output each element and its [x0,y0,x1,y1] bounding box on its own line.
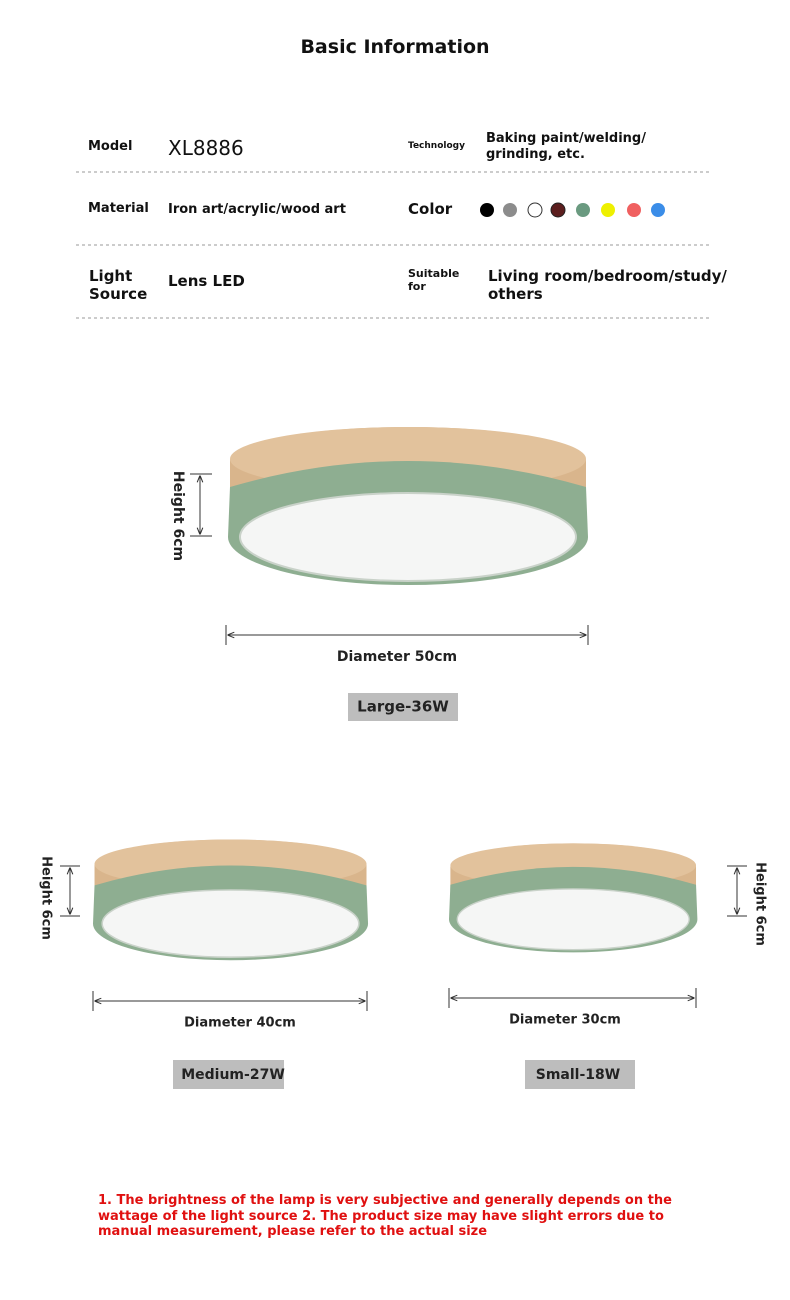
height-label: Height 6cm [39,856,54,940]
height-label: Height 6cm [753,862,768,946]
size-name: Large-36W [357,698,449,716]
size-badge [173,1060,284,1089]
diameter-label: Diameter 50cm [337,649,457,665]
size-name: Medium-27W [181,1067,285,1083]
spec-label: Model [88,139,133,154]
divider-lines [76,171,710,319]
spec-label: Color [408,200,453,218]
spec-value: XL8886 [168,136,244,160]
note: 1. The brightness of the lamp is very su… [98,1193,672,1240]
spec-value: Lens LED [168,272,245,290]
diameter-label: Diameter 40cm [184,1016,296,1031]
height-label: Height 6cm [170,471,186,561]
size-badge [348,693,458,721]
spec-label: Suitable for [408,267,460,294]
size-name: Small-18W [536,1067,620,1083]
lamp-medium [92,838,369,962]
spec-label: Technology [408,141,465,151]
lamp-small [448,842,699,954]
dimension-lines [60,473,747,1011]
color-swatches [480,202,665,218]
spec-label: Light Source [89,267,148,303]
lamp-large [227,426,589,586]
spec-value: Iron art/acrylic/wood art [168,202,346,217]
page-title: Basic Information [300,36,490,58]
diameter-label: Diameter 30cm [509,1013,621,1028]
spec-value: Living room/bedroom/study/ others [488,267,727,303]
spec-label: Material [88,201,149,216]
spec-value: Baking paint/welding/ grinding, etc. [486,131,646,162]
size-badge [525,1060,635,1089]
